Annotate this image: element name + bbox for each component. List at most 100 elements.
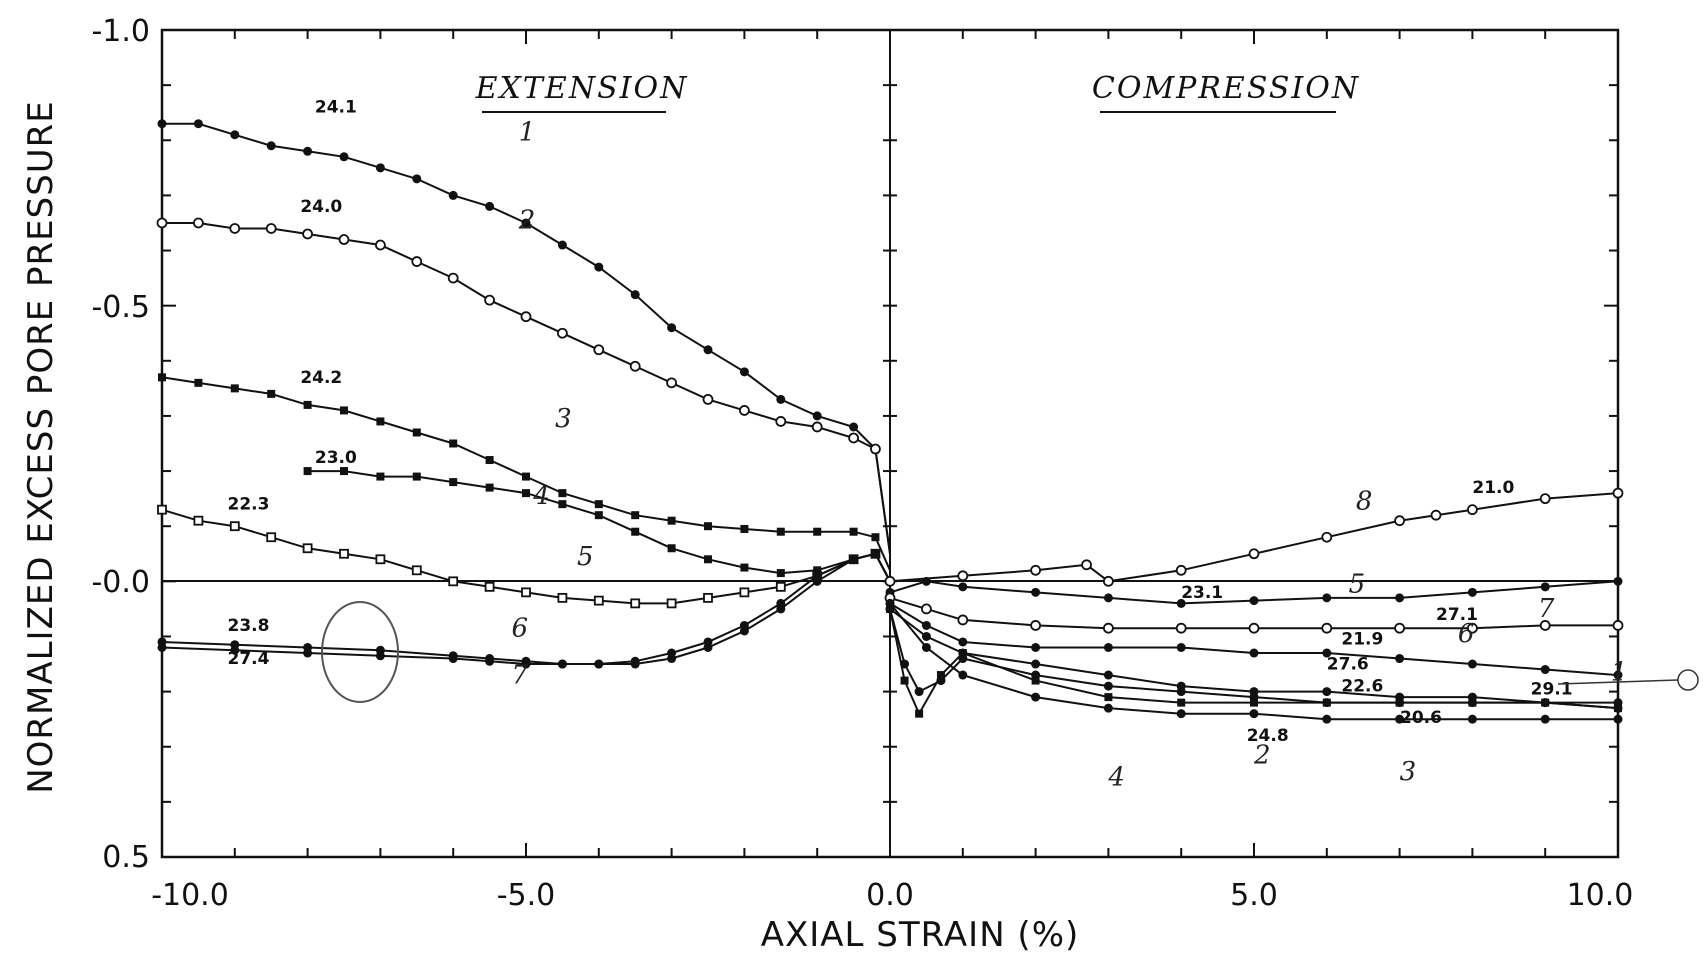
data-point-2c bbox=[1249, 709, 1259, 719]
data-point-1 bbox=[485, 201, 495, 211]
tick-labels: -10.0 -5.0 0.0 5.0 10.0 -1.0 -0.5 -0.0 0… bbox=[91, 14, 1633, 913]
data-point-6c bbox=[1031, 642, 1041, 652]
data-point-3 bbox=[449, 439, 458, 448]
data-point-3 bbox=[485, 456, 494, 465]
data-point-7c bbox=[1612, 620, 1624, 631]
data-point-2 bbox=[702, 393, 714, 405]
x-tick-label: 5.0 bbox=[1230, 878, 1278, 913]
data-point-2c bbox=[1540, 714, 1550, 724]
data-point-2 bbox=[557, 327, 568, 339]
data-point-4c bbox=[900, 676, 909, 685]
data-label: 24.0 bbox=[300, 197, 342, 217]
data-point-1c bbox=[921, 631, 931, 641]
data-point-4 bbox=[558, 500, 567, 509]
data-point-6c bbox=[1467, 659, 1477, 669]
data-point-7c bbox=[1248, 622, 1260, 634]
data-point-1c bbox=[1322, 687, 1332, 697]
data-point-5c bbox=[921, 576, 931, 586]
data-label: 27.6 bbox=[1327, 655, 1369, 675]
series-line-6 bbox=[161, 552, 891, 665]
data-point-3 bbox=[267, 389, 276, 398]
data-point-8 bbox=[1030, 564, 1041, 576]
data-point-4 bbox=[340, 467, 348, 476]
data-point-6c bbox=[1613, 670, 1623, 680]
data-point-5 bbox=[157, 504, 167, 515]
curve-number-label: 6 bbox=[511, 613, 528, 643]
data-point-4c bbox=[1250, 698, 1258, 707]
curve-number-label: 4 bbox=[532, 481, 550, 511]
data-point-1 bbox=[849, 422, 859, 432]
data-point-5 bbox=[739, 587, 750, 598]
data-point-8 bbox=[1467, 504, 1478, 516]
data-point-7 bbox=[739, 620, 749, 630]
data-point-2 bbox=[739, 405, 750, 416]
data-point-3 bbox=[522, 472, 530, 481]
data-point-5c bbox=[1249, 596, 1259, 606]
data-point-6c bbox=[1176, 642, 1186, 652]
series-line-1 bbox=[162, 122, 891, 554]
data-point-1 bbox=[230, 130, 240, 140]
data-point-7 bbox=[303, 648, 313, 658]
data-point-4 bbox=[412, 472, 421, 481]
series-line-7c bbox=[889, 596, 1618, 630]
data-point-5 bbox=[411, 565, 422, 576]
data-point-5c bbox=[1395, 593, 1405, 603]
data-label: 27.1 bbox=[1436, 605, 1478, 625]
data-point-2c bbox=[1031, 692, 1041, 702]
data-point-5 bbox=[521, 587, 531, 598]
curve-number-label: 5 bbox=[1349, 569, 1366, 599]
data-point-5 bbox=[593, 595, 604, 606]
data-point-7c bbox=[1321, 622, 1333, 634]
data-point-7c bbox=[1103, 622, 1114, 634]
data-label: 23.0 bbox=[315, 448, 357, 468]
data-point-4c bbox=[1322, 698, 1331, 707]
data-point-3 bbox=[813, 527, 822, 536]
data-point-5 bbox=[775, 581, 786, 592]
data-point-8 bbox=[1248, 548, 1260, 560]
data-point-8 bbox=[1430, 509, 1442, 521]
data-point-3 bbox=[631, 511, 640, 520]
data-point-8 bbox=[1539, 493, 1551, 505]
data-point-3 bbox=[776, 527, 785, 536]
data-point-2 bbox=[666, 377, 677, 389]
series-line-8 bbox=[889, 492, 1619, 583]
data-point-2 bbox=[302, 228, 314, 240]
data-point-7c bbox=[1539, 620, 1551, 631]
data-point-1 bbox=[812, 411, 822, 421]
data-label: 29.1 bbox=[1531, 679, 1573, 699]
x-axis-title: AXIAL STRAIN (%) bbox=[761, 915, 1080, 955]
compression-region-label: COMPRESSION bbox=[1092, 71, 1360, 106]
data-point-4c bbox=[958, 649, 967, 658]
data-point-3 bbox=[376, 417, 385, 426]
data-point-2 bbox=[484, 294, 496, 306]
data-point-7 bbox=[812, 571, 822, 581]
data-point-3c bbox=[914, 687, 924, 697]
data-point-2c bbox=[1467, 714, 1477, 724]
data-point-2 bbox=[870, 443, 881, 455]
data-point-2 bbox=[848, 432, 859, 444]
data-point-2 bbox=[156, 217, 168, 229]
data-label: 23.8 bbox=[228, 616, 270, 636]
curve-number-label: 2 bbox=[518, 205, 536, 235]
data-point-5 bbox=[266, 532, 277, 543]
data-point-8 bbox=[1175, 564, 1187, 576]
data-point-4c bbox=[1031, 676, 1040, 685]
data-point-3 bbox=[412, 428, 421, 437]
data-point-7c bbox=[921, 603, 932, 615]
data-point-7c bbox=[1394, 622, 1405, 634]
data-point-6c bbox=[1103, 642, 1113, 652]
data-point-2 bbox=[775, 416, 787, 427]
data-point-7 bbox=[594, 659, 604, 669]
data-point-5c bbox=[1467, 587, 1477, 597]
data-label: 20.6 bbox=[1400, 708, 1442, 728]
data-point-7c bbox=[1030, 620, 1041, 631]
data-point-2c bbox=[1395, 714, 1405, 724]
data-point-4c bbox=[936, 671, 945, 680]
y-tick-label: -1.0 bbox=[91, 14, 150, 49]
series-line-7 bbox=[161, 552, 891, 665]
data-point-5 bbox=[375, 554, 386, 565]
data-point-1 bbox=[303, 146, 313, 156]
data-point-5c bbox=[1103, 593, 1113, 603]
data-point-8 bbox=[957, 570, 969, 582]
